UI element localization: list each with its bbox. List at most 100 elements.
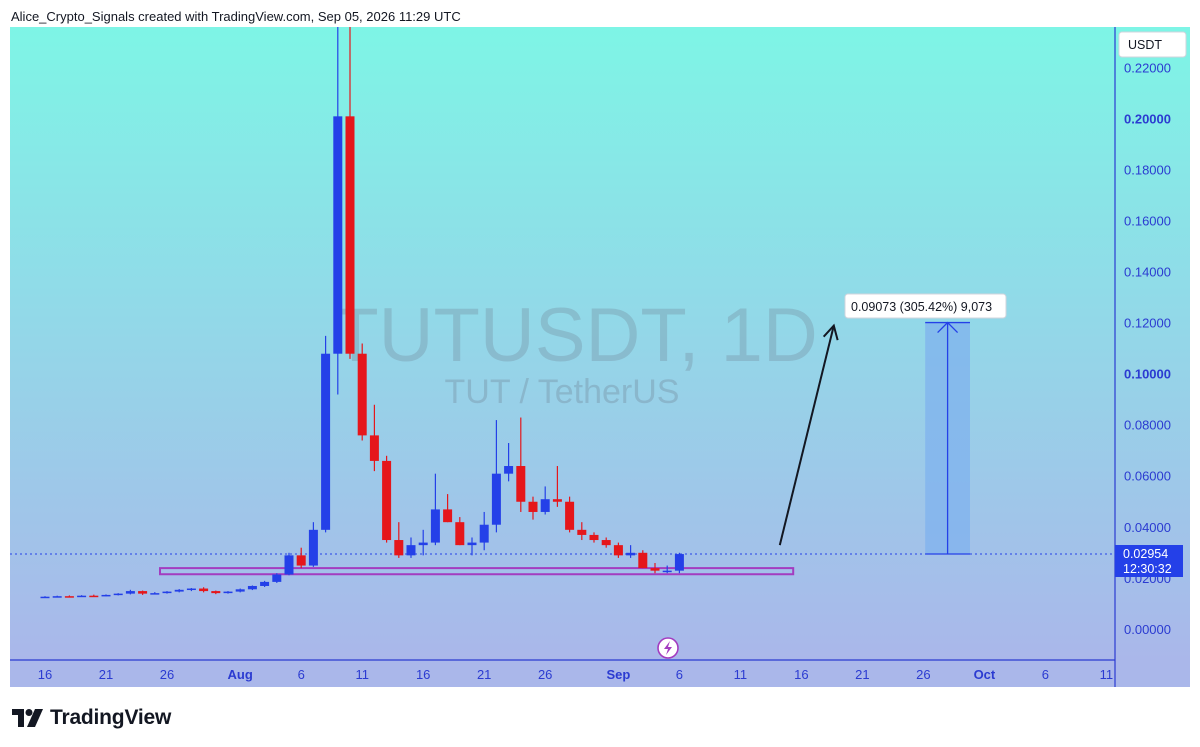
candle-up bbox=[674, 554, 684, 571]
candle-down bbox=[64, 596, 74, 598]
time-tick-label: 16 bbox=[794, 667, 808, 682]
time-tick-label: 11 bbox=[734, 667, 748, 682]
price-tick-label: 0.00000 bbox=[1124, 622, 1171, 637]
candle-up bbox=[540, 499, 550, 512]
current-price-value: 0.02954 bbox=[1123, 547, 1168, 561]
candle-down bbox=[199, 588, 209, 592]
candle-up bbox=[308, 529, 318, 566]
candle-up bbox=[174, 589, 184, 592]
time-tick-label: 26 bbox=[538, 667, 552, 682]
time-tick-label: Oct bbox=[974, 667, 996, 682]
measure-tool[interactable] bbox=[925, 321, 970, 555]
support-box bbox=[159, 567, 795, 576]
bar-countdown: 12:30:32 bbox=[1123, 562, 1172, 576]
price-tick-label: 0.14000 bbox=[1124, 265, 1171, 280]
currency-text: USDT bbox=[1128, 38, 1162, 52]
candle-down bbox=[211, 591, 221, 594]
lightning-icon[interactable] bbox=[657, 637, 679, 659]
candle-up bbox=[101, 594, 111, 597]
candle-down bbox=[296, 555, 306, 566]
time-tick-label: 6 bbox=[1042, 667, 1049, 682]
time-axis[interactable]: 16 21 26 Aug 6 11 16 21 26 Sep 6 11 16 21 26 Oct 6 11 bbox=[38, 667, 1113, 682]
candle-up bbox=[626, 552, 636, 556]
candle-down bbox=[650, 568, 660, 571]
candle-down bbox=[357, 353, 367, 436]
candle-down bbox=[638, 552, 648, 569]
time-tick-label: 16 bbox=[38, 667, 52, 682]
time-tick-label: 26 bbox=[160, 667, 174, 682]
time-axis-background bbox=[10, 660, 1190, 687]
trend-arrow[interactable] bbox=[778, 323, 839, 546]
candle-down bbox=[89, 595, 99, 598]
candle-up bbox=[418, 542, 428, 546]
time-tick-label: 11 bbox=[1100, 667, 1114, 682]
candle-up bbox=[247, 585, 257, 590]
candles bbox=[40, 27, 684, 599]
candle-up bbox=[406, 545, 416, 556]
measure-label: 0.09073 (305.42%) 9,073 bbox=[844, 293, 1007, 319]
time-tick-label: 21 bbox=[477, 667, 491, 682]
candle-up bbox=[272, 574, 282, 582]
brand[interactable]: TradingView bbox=[12, 706, 171, 730]
watermark-name: TUT / TetherUS bbox=[445, 373, 680, 411]
candle-down bbox=[565, 501, 575, 530]
time-tick-label: 26 bbox=[916, 667, 930, 682]
time-tick-label: 6 bbox=[676, 667, 683, 682]
currency-label[interactable]: USDT bbox=[1118, 31, 1187, 58]
candle-up bbox=[491, 473, 501, 525]
candle-down bbox=[394, 540, 404, 556]
time-tick-label: 21 bbox=[855, 667, 869, 682]
candle-up bbox=[162, 591, 172, 594]
candle-up bbox=[662, 570, 672, 573]
candle-down bbox=[516, 466, 526, 502]
price-tick-label: 0.10000 bbox=[1124, 367, 1171, 382]
candle-down bbox=[138, 591, 148, 594]
candle-up bbox=[150, 593, 160, 595]
measure-label-text: 0.09073 (305.42%) 9,073 bbox=[851, 300, 992, 314]
candle-up bbox=[52, 596, 62, 598]
support-zone[interactable] bbox=[159, 567, 795, 576]
chart-credit: Alice_Crypto_Signals created with Tradin… bbox=[11, 9, 461, 24]
price-tick-label: 0.18000 bbox=[1124, 162, 1171, 177]
candle-up bbox=[333, 116, 343, 354]
candle-down bbox=[528, 501, 538, 512]
candle-up bbox=[321, 353, 331, 530]
time-tick-label: 11 bbox=[355, 667, 369, 682]
candle-down bbox=[382, 460, 392, 541]
price-chart[interactable]: TUTUSDT, 1D TUT / TetherUS 0.000000.0200… bbox=[0, 0, 1200, 700]
candle-up bbox=[430, 509, 440, 543]
candle-up bbox=[77, 595, 87, 598]
candle-up bbox=[479, 524, 489, 543]
candle-up bbox=[223, 591, 233, 594]
arrow-head bbox=[822, 323, 839, 341]
candle-up bbox=[284, 555, 294, 575]
candle-up bbox=[40, 596, 50, 599]
time-tick-label: 6 bbox=[298, 667, 305, 682]
candle-up bbox=[235, 589, 245, 592]
candle-down bbox=[613, 545, 623, 556]
candle-up bbox=[113, 593, 123, 596]
price-tick-label: 0.22000 bbox=[1124, 60, 1171, 75]
price-tick-label: 0.12000 bbox=[1124, 316, 1171, 331]
candle-up bbox=[260, 581, 270, 586]
price-tick-label: 0.20000 bbox=[1124, 111, 1171, 126]
watermark-symbol: TUTUSDT, 1D bbox=[332, 293, 818, 378]
price-tick-label: 0.06000 bbox=[1124, 469, 1171, 484]
candle-down bbox=[601, 540, 611, 546]
candle-down bbox=[443, 509, 453, 523]
time-tick-label: Sep bbox=[606, 667, 630, 682]
current-price-tag: 0.02954 12:30:32 bbox=[1115, 545, 1183, 577]
candle-up bbox=[467, 542, 477, 546]
price-tick-label: 0.16000 bbox=[1124, 213, 1171, 228]
candle-down bbox=[552, 499, 562, 502]
candle-down bbox=[589, 534, 599, 541]
candle-down bbox=[369, 435, 379, 461]
time-tick-label: 16 bbox=[416, 667, 430, 682]
candle-up bbox=[125, 591, 135, 594]
price-tick-label: 0.08000 bbox=[1124, 418, 1171, 433]
arrow-shaft bbox=[778, 325, 835, 546]
brand-name: TradingView bbox=[50, 706, 172, 729]
candle-up bbox=[504, 466, 514, 474]
price-tick-label: 0.04000 bbox=[1124, 520, 1171, 535]
candle-down bbox=[577, 529, 587, 535]
